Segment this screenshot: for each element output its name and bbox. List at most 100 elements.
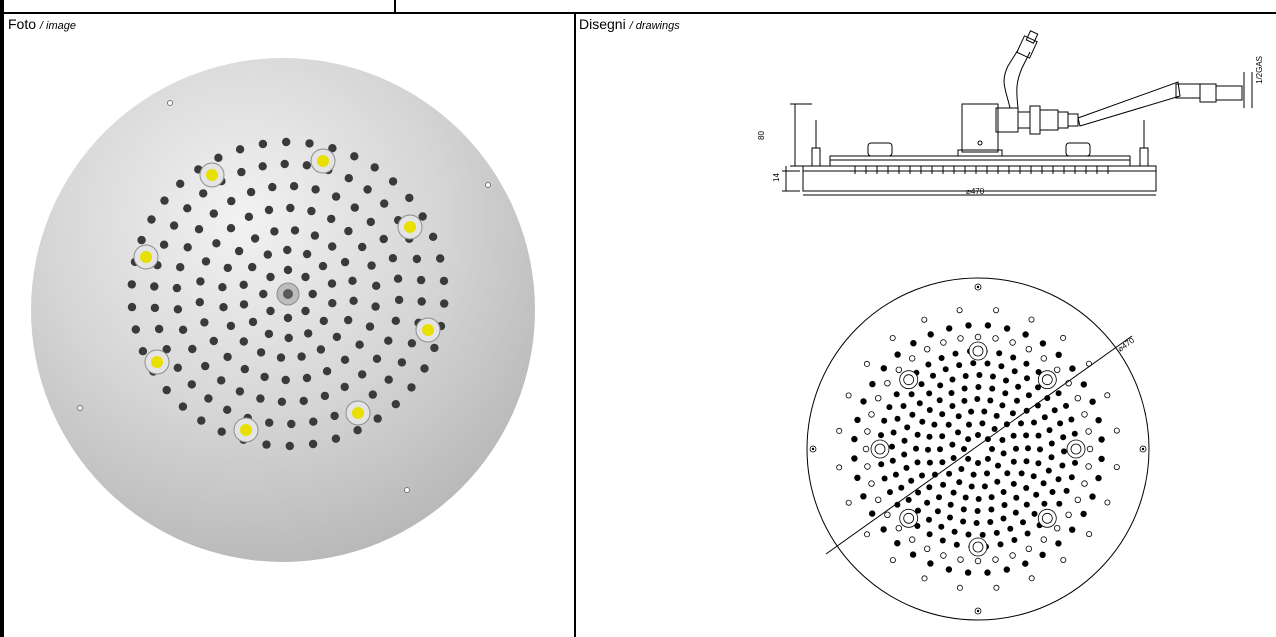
nozzle-hole bbox=[1071, 430, 1078, 437]
outer-hole bbox=[1113, 427, 1120, 434]
nozzle bbox=[209, 336, 218, 346]
nozzle bbox=[176, 263, 185, 272]
nozzle bbox=[365, 322, 375, 331]
nozzle bbox=[137, 235, 146, 245]
nozzle-hole bbox=[931, 421, 938, 428]
outer-hole bbox=[1028, 316, 1035, 323]
nozzle-hole bbox=[1063, 487, 1070, 494]
nozzle bbox=[248, 317, 258, 327]
nozzle bbox=[265, 418, 274, 427]
nozzle bbox=[214, 153, 223, 162]
nozzle-hole bbox=[884, 511, 891, 518]
nozzle bbox=[302, 249, 312, 259]
nozzle-hole bbox=[1001, 502, 1008, 508]
nozzle-hole bbox=[851, 455, 858, 462]
nozzle bbox=[223, 405, 232, 414]
nozzle bbox=[318, 261, 328, 271]
nozzle bbox=[262, 440, 271, 449]
nozzle-hole bbox=[962, 373, 969, 379]
nozzle-hole bbox=[999, 437, 1006, 443]
nozzle bbox=[195, 298, 204, 307]
nozzle-hole bbox=[1031, 419, 1037, 426]
nozzle-hole bbox=[951, 528, 958, 535]
nozzle-hole bbox=[1080, 510, 1087, 518]
led-outline bbox=[899, 370, 919, 390]
nozzle-hole bbox=[1003, 566, 1010, 573]
nozzle-hole bbox=[947, 514, 953, 521]
nozzle bbox=[285, 441, 294, 451]
nozzle bbox=[239, 280, 248, 289]
nozzle-hole bbox=[884, 380, 891, 387]
nozzle-hole bbox=[993, 529, 1000, 536]
nozzle-hole bbox=[1081, 480, 1088, 487]
nozzle bbox=[263, 250, 272, 259]
led-light bbox=[140, 251, 152, 263]
led-outline bbox=[1037, 370, 1057, 390]
nozzle-hole bbox=[1012, 509, 1019, 516]
led-light bbox=[240, 424, 252, 436]
nozzle-hole bbox=[1039, 340, 1047, 347]
nozzle-hole bbox=[1025, 545, 1032, 552]
nozzle-hole bbox=[1004, 470, 1011, 477]
nozzle-hole bbox=[926, 516, 932, 523]
nozzle-hole bbox=[991, 426, 998, 432]
led-inner bbox=[874, 443, 886, 455]
nozzle-hole bbox=[1035, 384, 1041, 391]
nozzle-hole bbox=[932, 471, 938, 478]
center-nozzle bbox=[276, 282, 300, 306]
led-array bbox=[133, 148, 441, 443]
nozzle-hole bbox=[939, 459, 946, 466]
side-thickness-label: 14 bbox=[772, 173, 781, 182]
mount-hole-center bbox=[1141, 447, 1145, 451]
nozzle bbox=[176, 179, 185, 188]
nozzle-hole bbox=[881, 475, 888, 482]
nozzle-hole bbox=[1010, 432, 1017, 439]
nozzle bbox=[340, 355, 350, 364]
nozzle-hole bbox=[1030, 473, 1037, 480]
nozzle-hole bbox=[956, 362, 963, 369]
nozzle bbox=[162, 345, 171, 354]
nozzle bbox=[197, 416, 206, 425]
led-inner bbox=[1041, 374, 1053, 386]
nozzle bbox=[372, 354, 382, 363]
nozzle bbox=[226, 321, 236, 331]
nozzle-hole bbox=[1068, 416, 1075, 423]
nozzle bbox=[173, 363, 182, 372]
side-diameter-label: ⌀470 bbox=[966, 187, 985, 196]
nozzle-hole bbox=[939, 537, 946, 544]
nozzle-hole bbox=[1085, 428, 1092, 435]
nozzle-hole bbox=[1023, 485, 1030, 491]
nozzle-hole bbox=[970, 471, 977, 478]
nozzle-hole bbox=[886, 404, 893, 411]
nozzle bbox=[286, 203, 295, 213]
nozzle-hole bbox=[945, 421, 952, 428]
nozzle-hole bbox=[957, 556, 964, 563]
nozzle-hole bbox=[952, 350, 959, 357]
nozzle-hole bbox=[894, 540, 901, 547]
nozzle-hole bbox=[1072, 459, 1078, 466]
nozzle-hole bbox=[893, 391, 900, 398]
nozzle-hole bbox=[889, 443, 895, 450]
outer-hole bbox=[1086, 531, 1093, 538]
nozzle bbox=[308, 289, 317, 299]
nozzle-hole bbox=[1040, 480, 1047, 487]
nozzle bbox=[162, 385, 171, 395]
nozzle-hole bbox=[955, 429, 961, 436]
nozzle bbox=[388, 177, 398, 186]
nozzle-hole bbox=[1051, 407, 1058, 414]
nozzle bbox=[428, 232, 438, 241]
led-light bbox=[151, 356, 163, 368]
nozzle-hole bbox=[909, 411, 916, 418]
nozzle-hole bbox=[1022, 331, 1029, 338]
led-light bbox=[422, 324, 434, 336]
nozzle bbox=[200, 318, 209, 327]
nozzle-hole bbox=[960, 518, 967, 525]
nozzle-hole bbox=[1023, 458, 1030, 465]
nozzle bbox=[280, 159, 289, 169]
connection-label: 1/2GAS bbox=[1255, 56, 1264, 84]
nozzle-hole bbox=[913, 445, 919, 452]
nozzle bbox=[384, 336, 393, 345]
nozzle-hole bbox=[949, 376, 956, 383]
nozzle-hole bbox=[1095, 417, 1102, 424]
nozzle-hole bbox=[1048, 454, 1055, 461]
